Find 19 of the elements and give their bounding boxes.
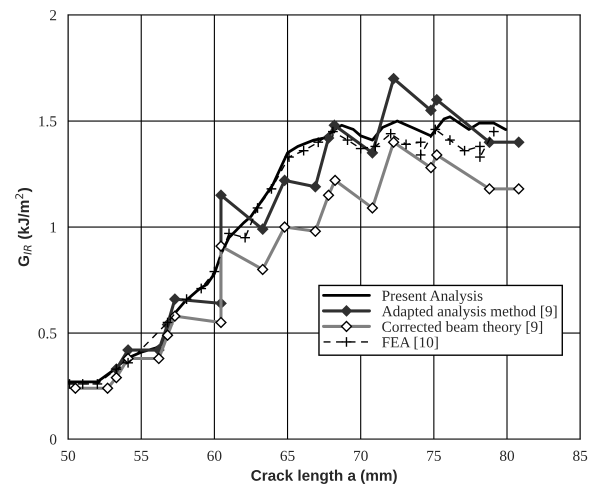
legend-label: Present Analysis [382, 290, 482, 304]
x-tick-label: 80 [500, 450, 514, 461]
x-tick-label: 70 [354, 450, 368, 461]
y-axis-title: G$_{IR}$ (kJ/m$^{2}$) [15, 188, 32, 266]
x-tick-label: 85 [573, 450, 588, 461]
x-tick-label: 65 [280, 450, 295, 461]
y-tick-label: 2 [50, 10, 56, 20]
legend-label: FEA [10] [382, 336, 438, 350]
y-tick-label: 1 [50, 222, 56, 232]
x-tick-label: 50 [61, 450, 76, 461]
legend-label: Adapted analysis method [9] [382, 306, 557, 320]
x-tick-label: 60 [207, 450, 222, 461]
y-tick-label: 0.5 [38, 328, 56, 339]
y-tick-label: 0 [50, 434, 56, 445]
legend-label: Corrected beam theory [9] [382, 321, 542, 336]
x-axis-title: Crack length a (mm) [251, 470, 397, 484]
y-tick-label: 1.5 [39, 116, 56, 127]
x-tick-label: 55 [134, 450, 148, 461]
x-tick-label: 75 [427, 450, 441, 461]
